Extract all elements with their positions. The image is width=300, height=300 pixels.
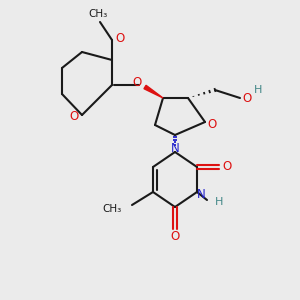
Text: O: O <box>222 160 232 173</box>
Text: H: H <box>254 85 262 95</box>
Text: O: O <box>116 32 124 44</box>
Text: H: H <box>215 197 223 207</box>
Polygon shape <box>144 85 163 98</box>
Text: N: N <box>171 142 179 154</box>
Text: CH₃: CH₃ <box>88 9 108 19</box>
Text: O: O <box>207 118 217 130</box>
Text: O: O <box>69 110 79 124</box>
Text: CH₃: CH₃ <box>103 204 122 214</box>
Text: O: O <box>132 76 142 89</box>
Text: O: O <box>170 230 180 244</box>
Text: N: N <box>196 188 206 200</box>
Text: O: O <box>242 92 252 106</box>
